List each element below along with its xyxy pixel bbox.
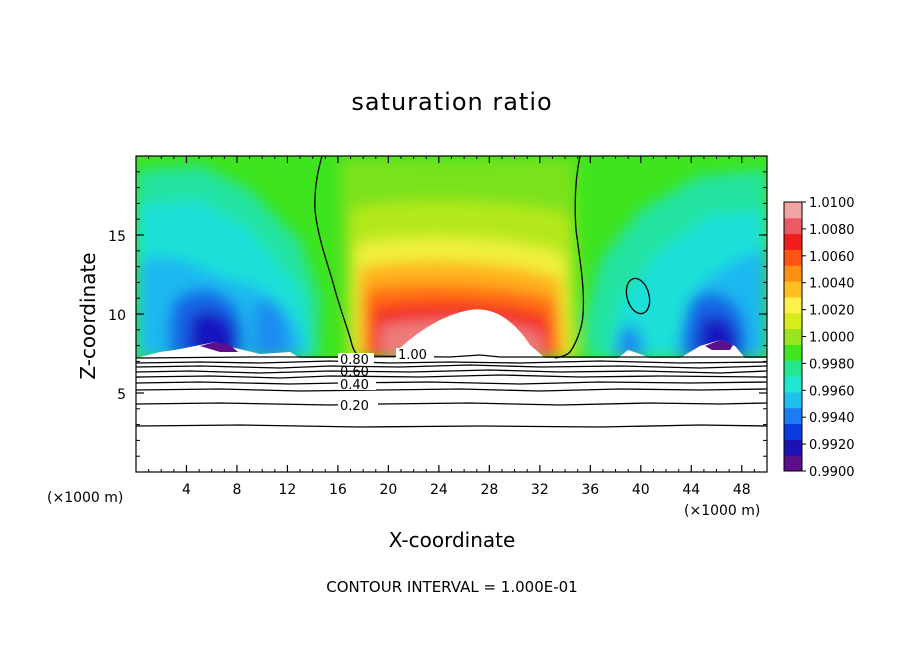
- x-tick-label: 8: [232, 482, 241, 498]
- colorbar-swatch: [784, 360, 802, 377]
- contour-line-0.80: [136, 364, 767, 369]
- colorbar-swatch: [784, 312, 802, 330]
- contour-interval-note: CONTOUR INTERVAL = 1.000E-01: [326, 578, 578, 596]
- contour-line-0.70: [136, 369, 767, 374]
- y-axis: 5 10 15: [108, 171, 767, 457]
- x-tick-label: 16: [329, 482, 347, 498]
- contour-lines: [136, 156, 767, 428]
- x-tick-label: 24: [430, 482, 448, 498]
- colorbar-label: 1.0080: [809, 223, 855, 238]
- colorbar-label: 0.9920: [809, 438, 855, 453]
- colorbar-swatch: [784, 296, 802, 314]
- contour-line-0.40: [136, 388, 767, 392]
- y-axis-unit: (×1000 m): [47, 490, 124, 506]
- x-tick-label: 20: [379, 482, 397, 498]
- contour-label: 0.80: [340, 353, 369, 368]
- colorbar-swatch: [784, 217, 802, 235]
- contour-line-0.90: [136, 360, 767, 364]
- colorbar-label: 0.9980: [809, 357, 855, 372]
- contour-line-1.00-left: [314, 156, 363, 359]
- colorbar-swatch: [784, 407, 802, 425]
- contour-line-0.10: [136, 424, 767, 428]
- x-tick-label: 40: [632, 482, 650, 498]
- y-tick-label: 5: [117, 387, 126, 403]
- x-axis: 4 8 12 16 20 24 28 32 36 40 44 48: [148, 156, 755, 498]
- contour-label: 0.40: [340, 378, 369, 393]
- lower-region: [136, 358, 767, 472]
- colorbar-label: 1.0040: [809, 277, 855, 292]
- x-tick-label: 48: [733, 482, 751, 498]
- colorbar-swatch: [784, 455, 802, 472]
- colorbar-swatch: [784, 265, 802, 282]
- x-tick-label: 12: [279, 482, 297, 498]
- colorbar-label: 1.0020: [809, 304, 855, 319]
- colorbar-label: 0.9960: [809, 384, 855, 399]
- colorbar-swatch: [784, 376, 802, 393]
- colorbar-swatch: [784, 344, 802, 361]
- colorbar-label: 1.0060: [809, 250, 855, 265]
- colorbar-swatch: [784, 233, 802, 250]
- colorbar-swatch: [784, 328, 802, 345]
- chart-title: saturation ratio: [351, 88, 553, 116]
- contour-line-0.50: [136, 381, 767, 385]
- y-axis-label: Z-coordinate: [76, 252, 100, 380]
- colorbar-swatch: [784, 249, 802, 266]
- colorbar-label: 1.0100: [809, 196, 855, 211]
- contour-label: 0.20: [340, 399, 369, 414]
- contour-line-1.00-right: [554, 156, 585, 359]
- colorbar-swatch: [784, 281, 802, 298]
- contour-line-0.20: [136, 402, 767, 406]
- contour-labels: 0.80 1.00 0.60 0.40 0.20: [338, 348, 434, 414]
- colorbar: 0.9900 0.9920 0.9940 0.9960 0.9980 1.0000 1.00…: [783, 196, 855, 480]
- y-tick-label: 10: [108, 308, 126, 324]
- colorbar-label: 0.9940: [809, 411, 855, 426]
- x-tick-label: 4: [182, 482, 191, 498]
- x-tick-label: 36: [581, 482, 599, 498]
- colorbar-swatch: [784, 202, 802, 219]
- contour-line-0.60: [136, 374, 767, 379]
- colorbar-label: 1.0000: [809, 331, 855, 346]
- x-tick-label: 32: [531, 482, 549, 498]
- x-axis-label: X-coordinate: [388, 528, 516, 552]
- colorbar-swatch: [784, 391, 802, 409]
- x-axis-unit: (×1000 m): [684, 503, 761, 519]
- contour-line-1.00-island: [625, 277, 651, 315]
- y-tick-label: 15: [108, 229, 126, 245]
- contour-line-1.00-base: [136, 354, 767, 359]
- colorbar-swatch: [784, 439, 802, 456]
- colorbar-swatch: [784, 423, 802, 440]
- contour-label: 1.00: [398, 348, 427, 363]
- colorbar-label: 0.9900: [809, 465, 855, 480]
- contour-label: 0.60: [340, 365, 369, 380]
- saturation-field: [136, 156, 767, 472]
- cloud-core: [395, 309, 545, 358]
- x-tick-label: 28: [480, 482, 498, 498]
- x-tick-label: 44: [682, 482, 700, 498]
